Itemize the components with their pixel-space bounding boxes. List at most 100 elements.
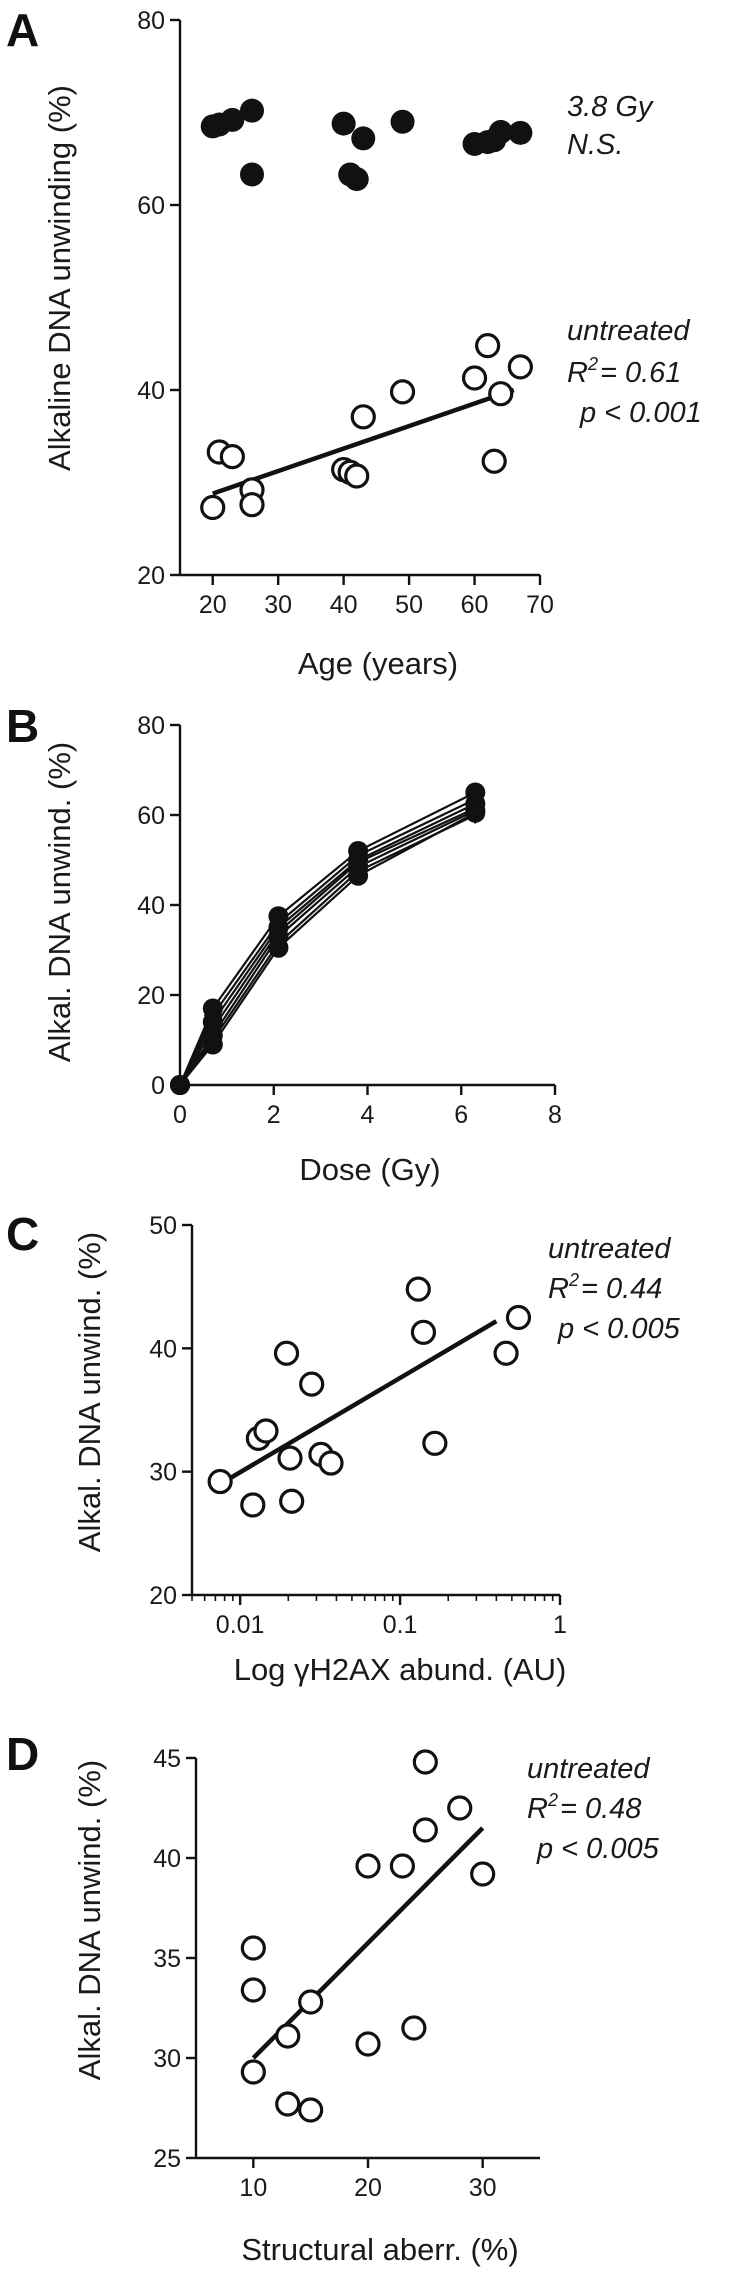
panel-a-data-point-open (350, 404, 376, 430)
panel-c-data-point-open (277, 1445, 303, 1471)
panel-a-x-tick-label: 40 (330, 591, 358, 619)
panel-a-annotation-ns: N.S. (567, 129, 623, 161)
panel-b-x-axis-label: Dose (Gy) (299, 1152, 440, 1187)
panel-c-y-tick-label: 50 (149, 1212, 177, 1240)
panel-b-plot-area: 0 20 40 60 80 0 2 4 6 8 (137, 712, 562, 1129)
panel-a-y-tick-label: 40 (137, 377, 165, 405)
panel-b-x-tick-label: 6 (454, 1101, 468, 1129)
panel-d-plot-area: 25 30 35 40 45 10 20 30 (153, 1745, 540, 2202)
panel-a-data-point-open (219, 444, 245, 470)
panel-b-y-tick-label: 20 (137, 982, 165, 1010)
panel-a-data-point-open (239, 492, 265, 518)
panel-a-data-point-filled (240, 98, 264, 123)
panel-d-data-point-open (298, 2097, 324, 2123)
panel-b-series-line-3 (179, 802, 476, 1086)
panel-c-x-tick-label: 0.01 (216, 1611, 265, 1639)
panel-c-data-point-open (422, 1430, 448, 1456)
panel-b-series-line-4 (179, 807, 476, 1086)
panel-d-annotation-r2: R2= 0.48 (527, 1790, 641, 1825)
panel-a-data-point-open (200, 494, 226, 521)
panel-d-x-axis-label: Structural aberr. (%) (241, 2232, 518, 2267)
panel-d-x-tick-label: 30 (469, 2174, 497, 2202)
panel-c-y-axis-label: Alkal. DNA unwind. (%) (72, 1232, 107, 1552)
panel-a-data-point-filled (220, 107, 245, 132)
panel-b-y-axis-label: Alkal. DNA unwind. (%) (42, 742, 77, 1062)
panel-a-x-tick-label: 50 (395, 591, 423, 619)
panel-a-x-tick-label: 60 (461, 591, 489, 619)
panel-d-data-point-open (275, 2023, 301, 2049)
panel-d-data-point-open (240, 1935, 266, 1961)
panel-d-data-point-open (240, 2059, 266, 2085)
panel-a-data-point-filled (351, 126, 376, 151)
panel-c-data-point-open (318, 1450, 344, 1476)
panel-c-annotation-group: untreated (548, 1233, 671, 1265)
panel-a-fit-line (211, 387, 515, 496)
panel-d-data-point-open (470, 1861, 496, 1887)
panel-b-x-tick-label: 4 (361, 1101, 375, 1129)
panel-a-annotation-dose: 3.8 Gy (567, 91, 654, 123)
panel-c-y-tick-label: 30 (149, 1459, 177, 1487)
panel-b-y-tick-label: 40 (137, 892, 165, 920)
panel-c: C Alkal. DNA unwind. (%) Log γH2AX abund… (6, 1208, 681, 1687)
panel-a: A Alkaline DNA unwinding (%) Age (years)… (6, 4, 702, 681)
panel-a-x-axis-label: Age (years) (298, 646, 458, 681)
panel-d-label: D (6, 1728, 39, 1780)
panel-d: D Alkal. DNA unwind. (%) Structural aber… (6, 1728, 660, 2267)
panel-c-x-tick-label: 1 (553, 1611, 567, 1639)
panel-a-x-tick-label: 30 (264, 591, 292, 619)
panel-d-x-tick-label: 10 (239, 2174, 267, 2202)
panel-a-data-point-filled (488, 119, 513, 144)
panel-a-data-point-filled (331, 111, 356, 136)
panel-a-data-point-open (475, 333, 501, 359)
panel-b-y-tick-label: 80 (137, 712, 165, 740)
panel-d-data-point-open (447, 1795, 473, 1821)
panel-d-data-point-open (355, 1853, 381, 1879)
panel-b-label: B (6, 700, 39, 752)
panel-c-label: C (6, 1208, 39, 1260)
panel-c-data-point-open (493, 1340, 519, 1366)
panel-d-y-axis-label: Alkal. DNA unwind. (%) (72, 1760, 107, 2080)
panel-c-x-tick-label: 0.1 (383, 1611, 418, 1639)
panel-b-x-tick-label: 2 (267, 1101, 281, 1129)
panel-d-data-point-open (412, 1749, 438, 1775)
panel-c-annotation-p: p < 0.005 (557, 1313, 681, 1345)
panel-b-data-point (170, 1075, 190, 1095)
panel-d-y-tick-label: 30 (153, 2045, 181, 2073)
panel-b-data-point (202, 1034, 223, 1055)
panel-a-data-point-open (488, 381, 514, 407)
panel-a-data-point-filled (240, 162, 264, 187)
panel-d-y-tick-label: 40 (153, 1845, 181, 1873)
panel-a-y-axis-label: Alkaline DNA unwinding (%) (42, 85, 77, 471)
panel-c-data-point-open (253, 1418, 279, 1444)
panel-b-series-line-2 (179, 798, 476, 1086)
panel-a-x-tick-label: 20 (199, 591, 227, 619)
panel-a-label: A (6, 4, 39, 56)
panel-a-data-point-open (507, 354, 533, 380)
panel-c-y-tick-label: 20 (149, 1582, 177, 1610)
panel-c-y-tick-label: 40 (149, 1335, 177, 1363)
panel-b-x-tick-label: 0 (173, 1101, 187, 1129)
panel-a-data-point-filled (390, 109, 415, 134)
panel-b-y-tick-label: 60 (137, 802, 165, 830)
panel-d-annotation-group: untreated (527, 1753, 650, 1785)
panel-b-data-point (465, 802, 486, 823)
panel-d-data-point-open (412, 1817, 438, 1843)
panel-d-data-point-open (298, 1989, 324, 2015)
panel-d-y-tick-label: 45 (153, 1745, 181, 1773)
panel-a-plot-area: 20 40 60 80 20 30 40 50 60 70 (137, 7, 554, 619)
panel-c-data-point-open (207, 1468, 233, 1495)
panel-a-data-point-open (481, 448, 507, 474)
panel-d-y-tick-label: 35 (153, 1945, 181, 1973)
panel-c-data-point-open (505, 1304, 532, 1331)
panel-a-data-point-open (389, 379, 416, 405)
panel-a-annotation-group: untreated (567, 315, 690, 347)
panel-c-annotation-r2: R2= 0.44 (548, 1270, 662, 1305)
panel-d-data-point-open (240, 1977, 266, 2003)
panel-b-data-point (268, 937, 289, 958)
panel-c-data-point-open (279, 1488, 305, 1514)
panel-d-y-tick-label: 25 (153, 2145, 181, 2173)
panel-c-x-axis-label: Log γH2AX abund. (AU) (234, 1652, 567, 1687)
panel-c-data-point-open (240, 1492, 266, 1518)
panel-b-y-tick-label: 0 (151, 1072, 165, 1100)
